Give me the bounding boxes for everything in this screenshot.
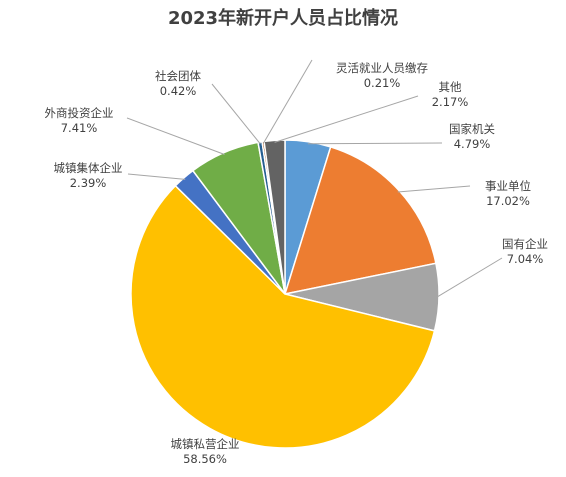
- slice-percent-label-8: 0.21%: [364, 76, 401, 90]
- leader-line-6: [126, 117, 225, 155]
- pie-slice-4: [130, 184, 436, 449]
- slice-name-label-6: 外商投资企业: [45, 106, 114, 120]
- slice-percent-label-6: 7.41%: [61, 121, 98, 135]
- slice-percent-label-7: 0.42%: [160, 84, 197, 98]
- slice-name-label-4: 城镇私营企业: [171, 437, 240, 451]
- leader-line-9: [274, 95, 419, 143]
- leader-line-8: [262, 59, 313, 144]
- slice-name-label-9: 其他: [439, 80, 462, 94]
- slice-name-label-2: 事业单位: [485, 179, 531, 193]
- slice-name-label-1: 国家机关: [449, 122, 495, 136]
- slice-percent-label-3: 7.04%: [507, 252, 544, 266]
- leader-line-2: [397, 185, 471, 193]
- leader-lines: [126, 59, 503, 298]
- slice-name-label-7: 社会团体: [155, 69, 201, 83]
- slice-percent-label-5: 2.39%: [70, 176, 107, 190]
- slice-name-label-3: 国有企业: [502, 237, 548, 251]
- slice-percent-label-2: 17.02%: [486, 194, 530, 208]
- slice-name-label-5: 城镇集体企业: [54, 161, 123, 175]
- leader-line-1: [307, 142, 443, 145]
- chart-title: 2023年新开户人员占比情况: [168, 7, 398, 29]
- leader-line-3: [436, 257, 503, 298]
- pie-slice-2: [283, 145, 437, 295]
- slice-name-label-8: 灵活就业人员缴存: [336, 61, 428, 75]
- leader-line-7: [211, 83, 261, 145]
- leader-line-5: [127, 173, 186, 180]
- slice-percent-label-4: 58.56%: [183, 452, 227, 466]
- slice-percent-label-9: 2.17%: [432, 95, 469, 109]
- pie-slices: [130, 139, 440, 449]
- slice-percent-label-1: 4.79%: [454, 137, 491, 151]
